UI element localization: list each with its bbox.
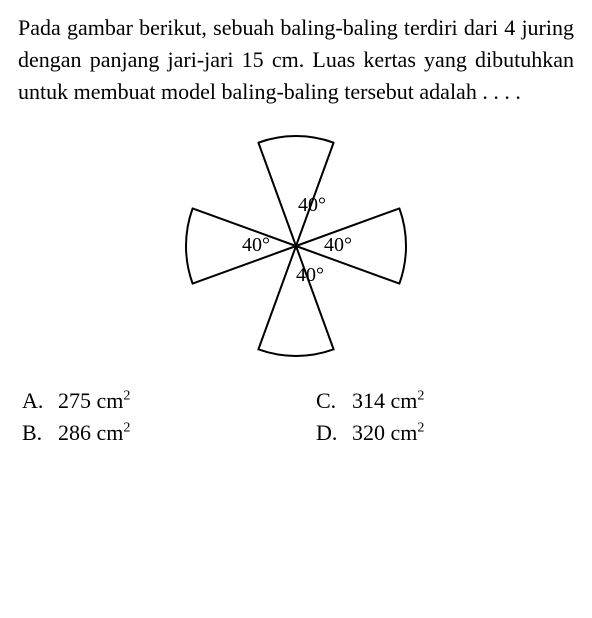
- propeller-diagram: 40° 40° 40° 40°: [166, 116, 426, 376]
- answer-letter: A.: [22, 388, 58, 414]
- question-text: Pada gambar berikut, sebuah baling-balin…: [18, 12, 574, 108]
- answer-value: 286 cm2: [58, 420, 130, 446]
- answer-letter: D.: [316, 420, 352, 446]
- diagram-container: 40° 40° 40° 40°: [18, 116, 574, 376]
- answer-d: D. 320 cm2: [316, 420, 570, 446]
- angle-label-bottom: 40°: [296, 264, 324, 287]
- angle-label-left: 40°: [242, 234, 270, 257]
- answer-c: C. 314 cm2: [316, 388, 570, 414]
- answer-b: B. 286 cm2: [22, 420, 276, 446]
- propeller-svg: [166, 116, 426, 376]
- answer-letter: C.: [316, 388, 352, 414]
- angle-label-right: 40°: [324, 234, 352, 257]
- answer-letter: B.: [22, 420, 58, 446]
- answer-value: 320 cm2: [352, 420, 424, 446]
- answer-value: 314 cm2: [352, 388, 424, 414]
- answer-value: 275 cm2: [58, 388, 130, 414]
- angle-label-top: 40°: [298, 194, 326, 217]
- answer-a: A. 275 cm2: [22, 388, 276, 414]
- answers-grid: A. 275 cm2 C. 314 cm2 B. 286 cm2 D. 320 …: [18, 388, 574, 446]
